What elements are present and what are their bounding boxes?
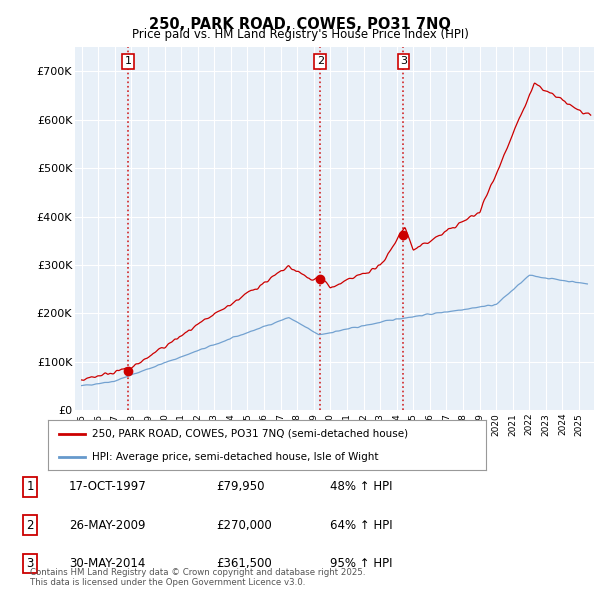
Text: 3: 3	[400, 56, 407, 66]
Text: HPI: Average price, semi-detached house, Isle of Wight: HPI: Average price, semi-detached house,…	[92, 452, 379, 462]
Text: 48% ↑ HPI: 48% ↑ HPI	[330, 480, 392, 493]
Text: 2: 2	[317, 56, 324, 66]
Text: 2: 2	[26, 519, 34, 532]
Text: 3: 3	[26, 557, 34, 570]
Text: 250, PARK ROAD, COWES, PO31 7NQ (semi-detached house): 250, PARK ROAD, COWES, PO31 7NQ (semi-de…	[92, 428, 408, 438]
Text: £270,000: £270,000	[216, 519, 272, 532]
Text: £79,950: £79,950	[216, 480, 265, 493]
Text: 1: 1	[26, 480, 34, 493]
Text: 30-MAY-2014: 30-MAY-2014	[69, 557, 145, 570]
Text: 64% ↑ HPI: 64% ↑ HPI	[330, 519, 392, 532]
Text: 95% ↑ HPI: 95% ↑ HPI	[330, 557, 392, 570]
Text: £361,500: £361,500	[216, 557, 272, 570]
Text: 17-OCT-1997: 17-OCT-1997	[69, 480, 147, 493]
Text: Price paid vs. HM Land Registry's House Price Index (HPI): Price paid vs. HM Land Registry's House …	[131, 28, 469, 41]
Text: 1: 1	[124, 56, 131, 66]
Text: 26-MAY-2009: 26-MAY-2009	[69, 519, 146, 532]
Text: 250, PARK ROAD, COWES, PO31 7NQ: 250, PARK ROAD, COWES, PO31 7NQ	[149, 17, 451, 31]
Text: Contains HM Land Registry data © Crown copyright and database right 2025.
This d: Contains HM Land Registry data © Crown c…	[30, 568, 365, 587]
